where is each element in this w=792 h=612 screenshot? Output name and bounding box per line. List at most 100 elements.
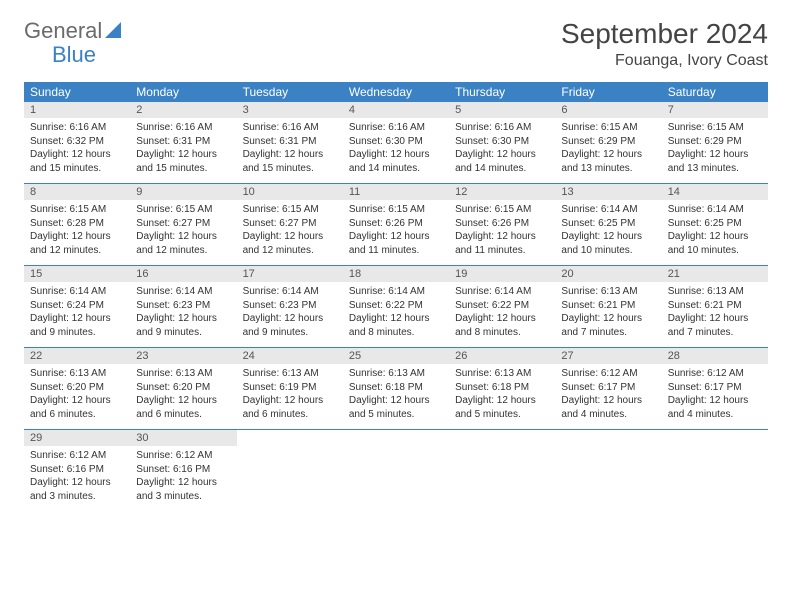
month-title: September 2024 xyxy=(561,18,768,50)
day-details: Sunrise: 6:13 AMSunset: 6:18 PMDaylight:… xyxy=(449,364,555,429)
calendar-cell: 14Sunrise: 6:14 AMSunset: 6:25 PMDayligh… xyxy=(662,184,768,266)
weekday-header: Saturday xyxy=(662,82,768,102)
sunset-line: Sunset: 6:30 PM xyxy=(349,135,443,149)
day-number: 12 xyxy=(449,184,555,200)
logo-text-1: General xyxy=(24,18,102,44)
day-number: 11 xyxy=(343,184,449,200)
day-details: Sunrise: 6:15 AMSunset: 6:29 PMDaylight:… xyxy=(555,118,661,183)
sunrise-line: Sunrise: 6:13 AM xyxy=(455,367,549,381)
calendar-cell: 29Sunrise: 6:12 AMSunset: 6:16 PMDayligh… xyxy=(24,430,130,512)
day-details: Sunrise: 6:15 AMSunset: 6:26 PMDaylight:… xyxy=(343,200,449,265)
day-number: 30 xyxy=(130,430,236,446)
sunrise-line: Sunrise: 6:14 AM xyxy=(243,285,337,299)
sunset-line: Sunset: 6:16 PM xyxy=(136,463,230,477)
logo-sail-icon xyxy=(105,22,125,40)
sunset-line: Sunset: 6:32 PM xyxy=(30,135,124,149)
sunset-line: Sunset: 6:17 PM xyxy=(561,381,655,395)
sunrise-line: Sunrise: 6:13 AM xyxy=(243,367,337,381)
calendar-week: 8Sunrise: 6:15 AMSunset: 6:28 PMDaylight… xyxy=(24,184,768,266)
sunset-line: Sunset: 6:27 PM xyxy=(243,217,337,231)
header: General September 2024 Fouanga, Ivory Co… xyxy=(24,18,768,70)
calendar-table: SundayMondayTuesdayWednesdayThursdayFrid… xyxy=(24,82,768,511)
sunrise-line: Sunrise: 6:16 AM xyxy=(136,121,230,135)
sunset-line: Sunset: 6:17 PM xyxy=(668,381,762,395)
day-number: 7 xyxy=(662,102,768,118)
calendar-cell: 15Sunrise: 6:14 AMSunset: 6:24 PMDayligh… xyxy=(24,266,130,348)
day-details: Sunrise: 6:14 AMSunset: 6:23 PMDaylight:… xyxy=(130,282,236,347)
day-number: 25 xyxy=(343,348,449,364)
day-number: 6 xyxy=(555,102,661,118)
sunrise-line: Sunrise: 6:12 AM xyxy=(668,367,762,381)
daylight-line: Daylight: 12 hours and 10 minutes. xyxy=(561,230,655,257)
daylight-line: Daylight: 12 hours and 13 minutes. xyxy=(561,148,655,175)
calendar-cell: 17Sunrise: 6:14 AMSunset: 6:23 PMDayligh… xyxy=(237,266,343,348)
sunset-line: Sunset: 6:26 PM xyxy=(455,217,549,231)
day-number: 3 xyxy=(237,102,343,118)
logo-text-2: Blue xyxy=(52,42,96,68)
calendar-cell: 27Sunrise: 6:12 AMSunset: 6:17 PMDayligh… xyxy=(555,348,661,430)
daylight-line: Daylight: 12 hours and 3 minutes. xyxy=(136,476,230,503)
sunrise-line: Sunrise: 6:14 AM xyxy=(349,285,443,299)
day-number: 19 xyxy=(449,266,555,282)
day-number: 8 xyxy=(24,184,130,200)
sunrise-line: Sunrise: 6:13 AM xyxy=(349,367,443,381)
calendar-cell: 3Sunrise: 6:16 AMSunset: 6:31 PMDaylight… xyxy=(237,102,343,184)
sunrise-line: Sunrise: 6:14 AM xyxy=(455,285,549,299)
daylight-line: Daylight: 12 hours and 3 minutes. xyxy=(30,476,124,503)
daylight-line: Daylight: 12 hours and 6 minutes. xyxy=(243,394,337,421)
day-number: 22 xyxy=(24,348,130,364)
calendar-week: 29Sunrise: 6:12 AMSunset: 6:16 PMDayligh… xyxy=(24,430,768,512)
day-number: 17 xyxy=(237,266,343,282)
daylight-line: Daylight: 12 hours and 4 minutes. xyxy=(668,394,762,421)
day-details: Sunrise: 6:14 AMSunset: 6:23 PMDaylight:… xyxy=(237,282,343,347)
sunset-line: Sunset: 6:26 PM xyxy=(349,217,443,231)
calendar-cell: 11Sunrise: 6:15 AMSunset: 6:26 PMDayligh… xyxy=(343,184,449,266)
calendar-cell xyxy=(555,430,661,512)
sunrise-line: Sunrise: 6:16 AM xyxy=(349,121,443,135)
daylight-line: Daylight: 12 hours and 15 minutes. xyxy=(136,148,230,175)
day-details: Sunrise: 6:15 AMSunset: 6:26 PMDaylight:… xyxy=(449,200,555,265)
daylight-line: Daylight: 12 hours and 8 minutes. xyxy=(349,312,443,339)
day-details: Sunrise: 6:13 AMSunset: 6:21 PMDaylight:… xyxy=(662,282,768,347)
sunrise-line: Sunrise: 6:15 AM xyxy=(561,121,655,135)
location: Fouanga, Ivory Coast xyxy=(561,52,768,70)
calendar-cell: 25Sunrise: 6:13 AMSunset: 6:18 PMDayligh… xyxy=(343,348,449,430)
day-details: Sunrise: 6:16 AMSunset: 6:30 PMDaylight:… xyxy=(343,118,449,183)
day-number: 10 xyxy=(237,184,343,200)
calendar-cell: 6Sunrise: 6:15 AMSunset: 6:29 PMDaylight… xyxy=(555,102,661,184)
day-details: Sunrise: 6:15 AMSunset: 6:27 PMDaylight:… xyxy=(237,200,343,265)
day-details: Sunrise: 6:14 AMSunset: 6:24 PMDaylight:… xyxy=(24,282,130,347)
daylight-line: Daylight: 12 hours and 12 minutes. xyxy=(30,230,124,257)
weekday-header: Wednesday xyxy=(343,82,449,102)
calendar-cell xyxy=(662,430,768,512)
calendar-cell: 28Sunrise: 6:12 AMSunset: 6:17 PMDayligh… xyxy=(662,348,768,430)
day-details: Sunrise: 6:13 AMSunset: 6:21 PMDaylight:… xyxy=(555,282,661,347)
day-details: Sunrise: 6:12 AMSunset: 6:17 PMDaylight:… xyxy=(555,364,661,429)
daylight-line: Daylight: 12 hours and 6 minutes. xyxy=(136,394,230,421)
calendar-cell: 20Sunrise: 6:13 AMSunset: 6:21 PMDayligh… xyxy=(555,266,661,348)
day-number: 5 xyxy=(449,102,555,118)
calendar-cell: 30Sunrise: 6:12 AMSunset: 6:16 PMDayligh… xyxy=(130,430,236,512)
day-details: Sunrise: 6:16 AMSunset: 6:31 PMDaylight:… xyxy=(237,118,343,183)
daylight-line: Daylight: 12 hours and 14 minutes. xyxy=(349,148,443,175)
day-number: 27 xyxy=(555,348,661,364)
sunrise-line: Sunrise: 6:15 AM xyxy=(455,203,549,217)
daylight-line: Daylight: 12 hours and 7 minutes. xyxy=(668,312,762,339)
day-number: 15 xyxy=(24,266,130,282)
sunset-line: Sunset: 6:30 PM xyxy=(455,135,549,149)
sunrise-line: Sunrise: 6:14 AM xyxy=(30,285,124,299)
sunrise-line: Sunrise: 6:12 AM xyxy=(561,367,655,381)
calendar-cell: 12Sunrise: 6:15 AMSunset: 6:26 PMDayligh… xyxy=(449,184,555,266)
sunrise-line: Sunrise: 6:14 AM xyxy=(668,203,762,217)
day-details: Sunrise: 6:14 AMSunset: 6:22 PMDaylight:… xyxy=(449,282,555,347)
sunset-line: Sunset: 6:23 PM xyxy=(243,299,337,313)
day-number: 29 xyxy=(24,430,130,446)
sunset-line: Sunset: 6:18 PM xyxy=(349,381,443,395)
sunset-line: Sunset: 6:22 PM xyxy=(349,299,443,313)
day-number: 1 xyxy=(24,102,130,118)
day-details: Sunrise: 6:16 AMSunset: 6:31 PMDaylight:… xyxy=(130,118,236,183)
weekday-header: Thursday xyxy=(449,82,555,102)
daylight-line: Daylight: 12 hours and 8 minutes. xyxy=(455,312,549,339)
weekday-header: Sunday xyxy=(24,82,130,102)
day-number: 16 xyxy=(130,266,236,282)
